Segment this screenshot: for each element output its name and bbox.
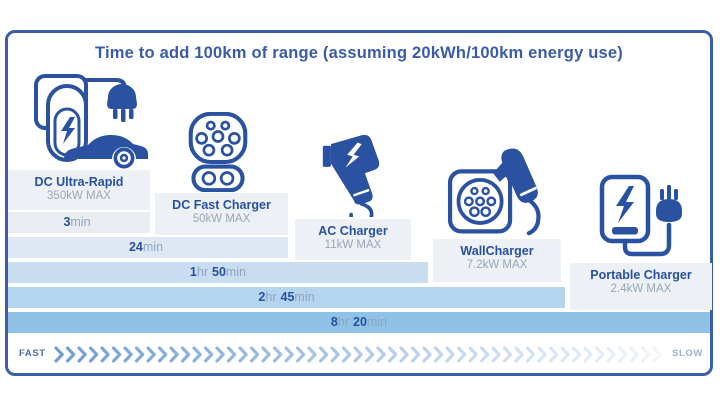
time-bar: 24 min xyxy=(8,237,288,258)
charger-name: DC Fast Charger xyxy=(172,198,271,212)
charger-label-block: DC Fast Charger 50kW MAX xyxy=(155,193,288,235)
time-bar: 8 hr 20 min xyxy=(8,312,710,333)
time-unit: min xyxy=(225,265,247,279)
time-unit: min xyxy=(70,215,91,229)
time-unit: min xyxy=(142,240,164,254)
page-title: Time to add 100km of range (assuming 20k… xyxy=(95,44,623,62)
portable-charger-icon xyxy=(586,173,686,261)
time-unit: min xyxy=(366,315,388,329)
chevron-strip-icon xyxy=(54,346,662,368)
charger-power: 11kW MAX xyxy=(324,239,382,252)
time-unit: hr xyxy=(196,265,208,279)
charger-label-block: AC Charger 11kW MAX xyxy=(295,219,411,260)
charger-name: AC Charger xyxy=(318,224,388,238)
charger-label-block: WallCharger 7.2kW MAX xyxy=(433,239,561,282)
time-value: 20 xyxy=(353,315,367,329)
charger-label-block: Portable Charger 2.4kW MAX xyxy=(570,263,712,310)
time-bar: 2 hr 45 min xyxy=(8,287,565,308)
charger-power: 7.2kW MAX xyxy=(466,259,528,272)
time-unit: min xyxy=(294,290,315,304)
time-value: 24 xyxy=(128,240,143,254)
dc-ultra-rapid-station-icon xyxy=(24,71,151,169)
charger-power: 350kW MAX xyxy=(47,190,111,203)
slow-label: SLOW xyxy=(672,348,703,359)
time-unit: hr xyxy=(265,290,277,304)
infographic-card: Time to add 100km of range (assuming 20k… xyxy=(5,30,713,376)
time-value: 45 xyxy=(280,290,295,304)
time-unit: hr xyxy=(337,315,349,329)
time-value: 1 xyxy=(189,265,197,279)
charger-name: DC Ultra-Rapid xyxy=(34,175,124,189)
time-value: 50 xyxy=(212,265,226,279)
charger-name: WallCharger xyxy=(460,244,534,258)
charger-power: 50kW MAX xyxy=(192,213,251,226)
ac-charging-gun-icon xyxy=(315,128,397,227)
time-bar: 1 hr 50 min xyxy=(8,262,428,283)
time-value: 2 xyxy=(258,290,266,304)
charger-label-block: DC Ultra-Rapid 350kW MAX xyxy=(8,170,150,210)
time-value: 3 xyxy=(63,215,71,229)
time-value: 8 xyxy=(330,315,338,329)
charger-name: Portable Charger xyxy=(590,268,692,282)
fast-label: FAST xyxy=(19,348,46,359)
charger-power: 2.4kW MAX xyxy=(610,283,672,296)
wallbox-charger-icon xyxy=(444,147,548,237)
time-bar: 3 min xyxy=(8,212,150,233)
ccs-connector-icon xyxy=(186,111,250,193)
